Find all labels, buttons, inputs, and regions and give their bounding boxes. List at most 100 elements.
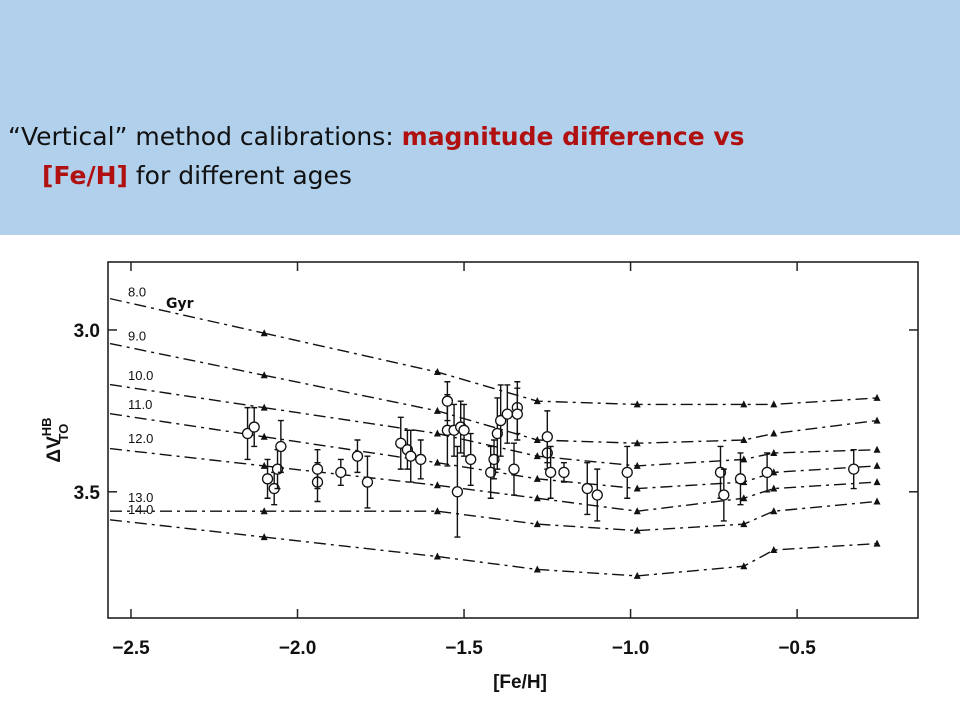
isochrone-lead: [109, 342, 265, 376]
isochrone-marker: [633, 571, 641, 579]
x-tick-label: −2.0: [279, 638, 317, 659]
isochrone-marker: [740, 455, 748, 463]
isochrone-lead: [109, 297, 265, 334]
isochrone-marker: [770, 400, 778, 408]
isochrone-marker: [873, 539, 881, 547]
isochrone-marker: [770, 507, 778, 515]
annotation: Gyr: [166, 296, 194, 312]
isochrone-marker: [633, 484, 641, 492]
data-point: [718, 489, 730, 501]
isochrone-marker: [433, 481, 441, 489]
isochrone-marker: [433, 368, 441, 376]
isochrone-marker: [433, 458, 441, 466]
isochrone-marker: [770, 448, 778, 456]
isochrone-marker: [433, 429, 441, 437]
isochrone: [264, 536, 878, 577]
isochrone-marker: [770, 429, 778, 437]
isochrone-marker: [873, 393, 881, 401]
x-tick-label: −0.5: [778, 638, 816, 659]
data-point: [511, 408, 523, 420]
isochrone-marker: [770, 546, 778, 554]
data-point: [848, 463, 860, 475]
isochrone-marker: [633, 526, 641, 534]
isochrone-marker: [533, 520, 541, 528]
data-point: [621, 466, 633, 479]
isochrone-marker: [260, 507, 268, 515]
isochrone-lead: [109, 519, 265, 538]
data-point: [581, 482, 593, 495]
isochrone-marker: [433, 552, 441, 560]
x-tick-label: −2.5: [112, 638, 150, 659]
isochrone-marker: [873, 445, 881, 453]
isochrone-marker: [740, 400, 748, 408]
plot-frame: [107, 261, 919, 619]
isochrone-marker: [533, 474, 541, 482]
data-point: [591, 489, 603, 501]
isochrone-marker: [873, 497, 881, 505]
x-tick-label: −1.5: [445, 638, 483, 659]
isochrone-marker: [770, 484, 778, 492]
isochrone-label: 14.0: [128, 502, 153, 517]
isochrone-marker: [740, 494, 748, 502]
title-segment: for different ages: [128, 161, 352, 190]
isochrone-marker: [740, 436, 748, 443]
isochrone-marker: [633, 461, 641, 469]
isochrone-label: 13.0: [128, 490, 153, 505]
y-axis-label: ΔVHB TO: [39, 417, 71, 462]
data-point: [544, 466, 557, 479]
data-point: [241, 427, 254, 440]
isochrone-marker: [533, 494, 541, 502]
data-point: [465, 453, 477, 466]
slide-title-line: [Fe/H] for different ages: [42, 161, 352, 190]
isochrone-label: 11.0: [128, 397, 152, 412]
isochrone-marker: [633, 400, 641, 408]
title-segment: “Vertical” method calibrations:: [8, 122, 402, 151]
isochrone-lead: [109, 447, 265, 467]
isochrone-label: 10.0: [128, 368, 153, 383]
data-point: [495, 414, 507, 427]
data-point: [491, 427, 503, 440]
isochrone-lead: [109, 413, 265, 438]
isochrone-marker: [873, 461, 881, 469]
isochrone-marker: [533, 565, 541, 573]
y-label-base: ΔV: [44, 436, 65, 463]
isochrone-marker: [740, 520, 748, 528]
isochrone-marker: [260, 329, 268, 337]
data-point: [485, 466, 497, 479]
y-label-sub: TO: [56, 424, 71, 442]
isochrone-label: 12.0: [128, 431, 153, 446]
data-point: [458, 424, 470, 436]
x-axis-label: [Fe/H]: [493, 672, 547, 693]
y-tick-label: 3.5: [74, 483, 101, 504]
data-point: [248, 421, 260, 433]
data-point: [541, 431, 553, 443]
isochrone-marker: [260, 461, 268, 469]
title-segment: [Fe/H]: [42, 161, 128, 190]
isochrone-marker: [533, 436, 541, 443]
title-band: [0, 0, 960, 235]
isochrone: [264, 436, 878, 490]
data-point: [351, 450, 364, 462]
isochrone: [264, 374, 878, 444]
isochrone-marker: [533, 452, 541, 460]
isochrone-marker: [433, 406, 441, 414]
data-point: [441, 395, 454, 407]
data-point: [714, 466, 727, 479]
isochrone-marker: [433, 507, 441, 515]
data-point: [275, 440, 287, 453]
isochrone-marker: [533, 397, 541, 405]
data-point: [395, 437, 407, 449]
data-point: [734, 473, 747, 485]
isochrone-label: 8.0: [128, 284, 146, 299]
data-point: [261, 473, 274, 485]
isochrone-marker: [260, 403, 268, 411]
data-point: [335, 466, 347, 479]
isochrone-marker: [260, 533, 268, 541]
isochrone: [264, 500, 878, 532]
slide-title-line: “Vertical” method calibrations: magnitud…: [8, 122, 745, 151]
data-point: [311, 463, 324, 475]
isochrone-marker: [260, 371, 268, 379]
isochrone-marker: [633, 439, 641, 447]
y-tick-label: 3.0: [74, 321, 100, 342]
